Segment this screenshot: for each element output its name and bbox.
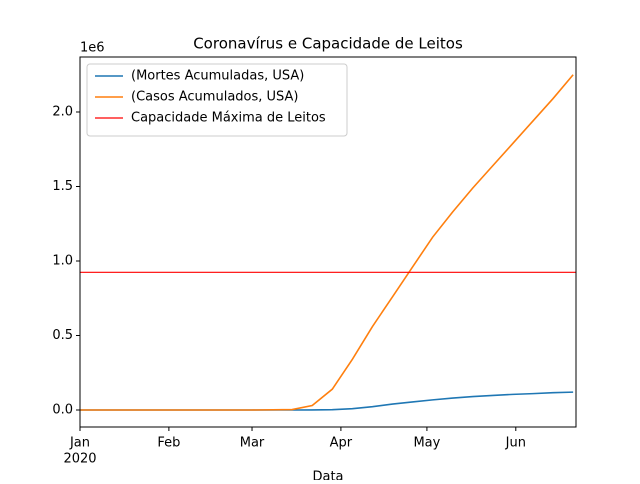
- x-tick-label: May: [413, 436, 440, 451]
- legend-label: Capacidade Máxima de Leitos: [131, 111, 326, 126]
- x-tick-label: Jan: [69, 436, 90, 451]
- chart-title: Coronavírus e Capacidade de Leitos: [193, 35, 463, 53]
- legend-label: (Casos Acumulados, USA): [131, 90, 299, 105]
- y-tick-label: 0.0: [52, 403, 73, 418]
- plot-frame: [79, 56, 577, 428]
- legend-box: [86, 63, 348, 137]
- y-offset-label: 1e6: [80, 41, 105, 56]
- x-year-label: 2020: [63, 452, 96, 467]
- x-tick-label: Feb: [157, 436, 180, 451]
- x-tick-label: Jun: [505, 436, 526, 451]
- y-tick-label: 2.0: [52, 104, 73, 119]
- x-tick-label: Apr: [330, 436, 353, 451]
- y-tick-label: 1.0: [52, 253, 73, 268]
- line-series: [80, 74, 574, 411]
- y-tick-label: 1.5: [52, 179, 73, 194]
- legend-label: (Mortes Acumuladas, USA): [131, 69, 304, 84]
- x-axis-label: Data: [312, 470, 343, 481]
- y-tick-label: 0.5: [52, 328, 73, 343]
- x-tick-label: Mar: [240, 436, 265, 451]
